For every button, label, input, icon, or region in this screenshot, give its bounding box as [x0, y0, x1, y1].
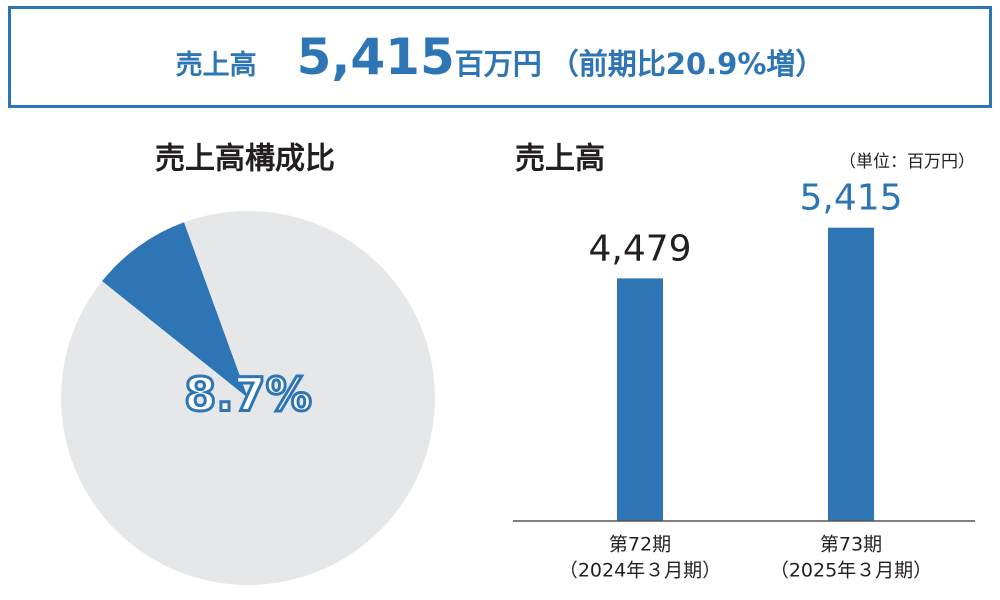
pie-slice: [61, 210, 436, 585]
pie-title: 売上高構成比: [155, 142, 335, 177]
header-amount: 5,415: [296, 28, 455, 86]
x-tick-sublabel: （2024年３月期）: [559, 560, 721, 582]
header-note: （前期比20.9%増）: [549, 47, 825, 81]
pie-value-label: 8.7%: [184, 368, 312, 422]
bar-value-label: 4,479: [588, 228, 691, 269]
pie-slice: [102, 222, 248, 398]
unit-label: （単位：百万円）: [839, 152, 975, 172]
bar-title: 売上高: [515, 142, 605, 177]
header-unit: 百万円: [454, 47, 542, 81]
bar: [617, 278, 663, 521]
header-box: 売上高 5,415 百万円 （前期比20.9%増）: [8, 6, 992, 108]
x-tick-label: 第73期: [820, 534, 882, 556]
x-tick-sublabel: （2025年３月期）: [770, 560, 932, 582]
bar: [828, 227, 874, 521]
bar-value-label: 5,415: [799, 178, 902, 219]
header-label: 売上高: [175, 50, 257, 81]
x-tick-label: 第72期: [609, 534, 671, 556]
